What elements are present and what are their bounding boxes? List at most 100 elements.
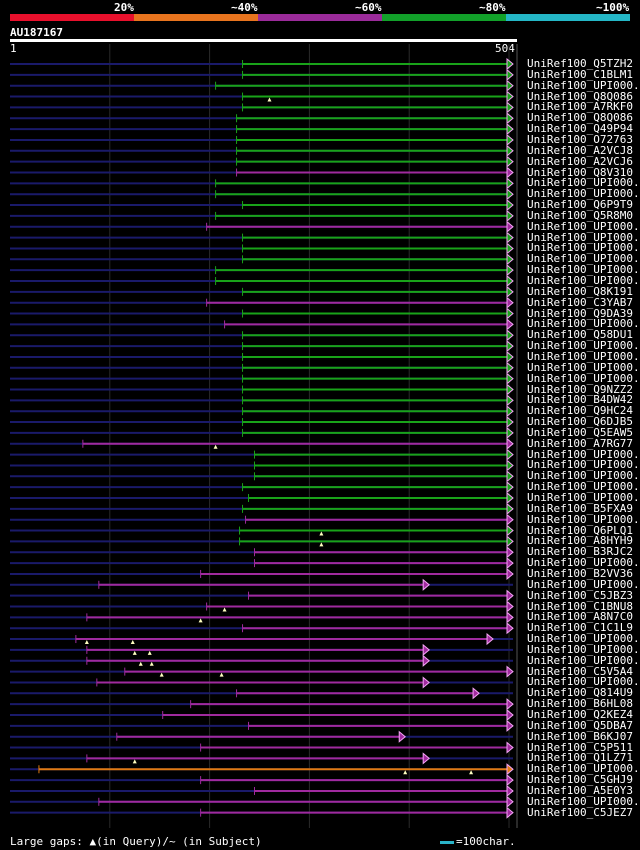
query-gap-marker-icon xyxy=(267,97,272,102)
hit-label[interactable]: UniRef100_UPI000.. xyxy=(527,653,640,667)
hit-label[interactable]: UniRef100_C1C1L9 xyxy=(527,621,633,635)
hit-label[interactable]: UniRef100_C5P511 xyxy=(527,740,633,754)
hit-label[interactable]: UniRef100_A8HYH9 xyxy=(527,534,633,548)
hit-label[interactable]: UniRef100_Q1LZ71 xyxy=(527,751,633,765)
hit-arrow-icon xyxy=(506,698,514,711)
hit-label[interactable]: UniRef100_Q5TZH2 xyxy=(527,57,633,70)
hit-arrow-icon xyxy=(506,394,514,407)
hit-arrow-icon xyxy=(506,491,514,505)
hit-arrow-icon xyxy=(506,253,514,266)
hit-label[interactable]: UniRef100_UPI000.. xyxy=(527,556,640,570)
hit-label[interactable]: UniRef100_A7RKF0 xyxy=(527,100,633,114)
hit-label[interactable]: UniRef100_UPI000.. xyxy=(527,230,640,244)
hit-label[interactable]: UniRef100_UPI000.. xyxy=(527,263,640,277)
hit-label[interactable]: UniRef100_UPI000.. xyxy=(527,219,640,233)
hit-label[interactable]: UniRef100_B4DW42 xyxy=(527,393,633,407)
hit-label[interactable]: UniRef100_UPI000.. xyxy=(527,458,640,472)
hit-label[interactable]: UniRef100_Q8K191 xyxy=(527,284,633,298)
hit-label[interactable]: UniRef100_UPI000.. xyxy=(527,187,640,201)
hit-label[interactable]: UniRef100_UPI000.. xyxy=(527,762,640,776)
hit-label[interactable]: UniRef100_UPI000.. xyxy=(527,371,640,385)
hit-label[interactable]: UniRef100_UPI000.. xyxy=(527,252,640,266)
hit-arrow-icon xyxy=(506,622,514,635)
hit-label[interactable]: UniRef100_UPI000.. xyxy=(527,577,640,591)
hit-label[interactable]: UniRef100_C5JEZ7 xyxy=(527,805,633,819)
hit-label[interactable]: UniRef100_UPI000.. xyxy=(527,675,640,689)
hit-label[interactable]: UniRef100_Q8V310 xyxy=(527,165,633,179)
hit-label[interactable]: UniRef100_B6KJ07 xyxy=(527,729,633,743)
hit-label[interactable]: UniRef100_C5JBZ3 xyxy=(527,588,633,602)
hit-label[interactable]: UniRef100_A7RG77 xyxy=(527,436,633,450)
hit-label[interactable]: UniRef100_Q6P9T9 xyxy=(527,198,633,212)
hit-label[interactable]: UniRef100_UPI000.. xyxy=(527,491,640,504)
hit-label[interactable]: UniRef100_A8N7C0 xyxy=(527,610,633,624)
hit-label[interactable]: UniRef100_Q58DU1 xyxy=(527,328,633,342)
hit-arrow-icon xyxy=(506,90,514,103)
hit-label[interactable]: UniRef100_UPI000.. xyxy=(527,642,640,656)
query-gap-marker-icon xyxy=(147,650,152,655)
query-gap-marker-icon xyxy=(132,650,137,655)
hit-label[interactable]: UniRef100_UPI000.. xyxy=(527,469,640,483)
hit-label[interactable]: UniRef100_Q49P94 xyxy=(527,122,633,136)
hit-label[interactable]: UniRef100_Q9HC24 xyxy=(527,404,633,418)
hit-label[interactable]: UniRef100_Q9NZZ2 xyxy=(527,382,633,396)
hit-label[interactable]: UniRef100_UPI000.. xyxy=(527,360,640,374)
hit-label[interactable]: UniRef100_UPI000.. xyxy=(527,339,640,353)
hit-label[interactable]: UniRef100_B2VV36 xyxy=(527,566,633,580)
hit-arrow-icon xyxy=(506,535,514,548)
hit-arrow-icon xyxy=(506,123,514,136)
hit-arrow-icon xyxy=(506,177,514,190)
hit-arrow-icon xyxy=(506,133,514,147)
hit-label[interactable]: UniRef100_Q8Q086 xyxy=(527,111,633,125)
hit-label[interactable]: UniRef100_Q6DJB5 xyxy=(527,415,633,429)
hit-label[interactable]: UniRef100_C3YAB7 xyxy=(527,295,633,309)
hit-arrow-icon xyxy=(422,643,430,656)
hit-label[interactable]: UniRef100_UPI000.. xyxy=(527,794,640,808)
hit-label[interactable]: UniRef100_Q5R8M0 xyxy=(527,208,633,222)
hit-label[interactable]: UniRef100_Q5EAW5 xyxy=(527,425,633,439)
hit-label[interactable]: UniRef100_B3RJC2 xyxy=(527,545,633,559)
hit-label[interactable]: UniRef100_C1BNU8 xyxy=(527,599,633,613)
hit-label[interactable]: UniRef100_C5V5A4 xyxy=(527,664,633,678)
hit-label[interactable]: UniRef100_UPI000.. xyxy=(527,274,640,287)
hit-label[interactable]: UniRef100_O72763 xyxy=(527,132,633,146)
hit-label[interactable]: UniRef100_UPI000.. xyxy=(527,447,640,461)
hit-label[interactable]: UniRef100_UPI000.. xyxy=(527,512,640,526)
hit-label[interactable]: UniRef100_A2VCJ6 xyxy=(527,154,633,168)
identity-label-2: ~40% xyxy=(231,1,258,14)
hit-label[interactable]: UniRef100_UPI000.. xyxy=(527,317,640,331)
hit-label[interactable]: UniRef100_A2VCJ8 xyxy=(527,143,633,157)
hit-label[interactable]: UniRef100_Q8Q086 xyxy=(527,89,633,103)
identity-label-3: ~60% xyxy=(355,1,382,14)
hit-label[interactable]: UniRef100_A5E0Y3 xyxy=(527,783,633,797)
hit-label[interactable]: UniRef100_Q2KEZ4 xyxy=(527,708,633,721)
hit-label[interactable]: UniRef100_C5GHJ9 xyxy=(527,773,633,787)
identity-segment-2 xyxy=(134,14,258,21)
hit-label[interactable]: UniRef100_UPI000.. xyxy=(527,176,640,190)
hit-label[interactable]: UniRef100_B5FXA9 xyxy=(527,501,633,515)
hit-label[interactable]: UniRef100_UPI000.. xyxy=(527,241,640,255)
hit-label[interactable]: UniRef100_Q5DBA7 xyxy=(527,718,633,732)
hit-arrow-icon xyxy=(506,557,514,570)
hit-label[interactable]: UniRef100_UPI000.. xyxy=(527,632,640,646)
hit-arrow-icon xyxy=(506,567,514,581)
identity-label-4: ~80% xyxy=(479,1,506,14)
hit-label[interactable]: UniRef100_Q9DA39 xyxy=(527,306,633,320)
identity-segment-4 xyxy=(382,14,506,21)
hit-label[interactable]: UniRef100_UPI000.. xyxy=(527,349,640,363)
hit-arrow-icon xyxy=(506,209,514,222)
hit-label[interactable]: UniRef100_B6HL08 xyxy=(527,697,633,711)
hit-label[interactable]: UniRef100_UPI000.. xyxy=(527,480,640,494)
hit-label[interactable]: UniRef100_UPI000.. xyxy=(527,78,640,92)
hit-arrow-icon xyxy=(506,307,514,320)
hit-arrow-icon xyxy=(506,719,514,732)
query-gap-marker-icon xyxy=(84,640,89,645)
hit-label[interactable]: UniRef100_Q6PLQ1 xyxy=(527,523,633,537)
query-gap-marker-icon xyxy=(132,759,137,764)
query-gap-marker-icon xyxy=(219,672,224,677)
hit-arrow-icon xyxy=(506,437,514,450)
hit-arrow-icon xyxy=(506,79,514,92)
hit-label[interactable]: UniRef100_C1BLM1 xyxy=(527,67,633,81)
hit-label[interactable]: UniRef100_Q814U9 xyxy=(527,686,633,700)
hit-arrow-icon xyxy=(486,632,494,646)
